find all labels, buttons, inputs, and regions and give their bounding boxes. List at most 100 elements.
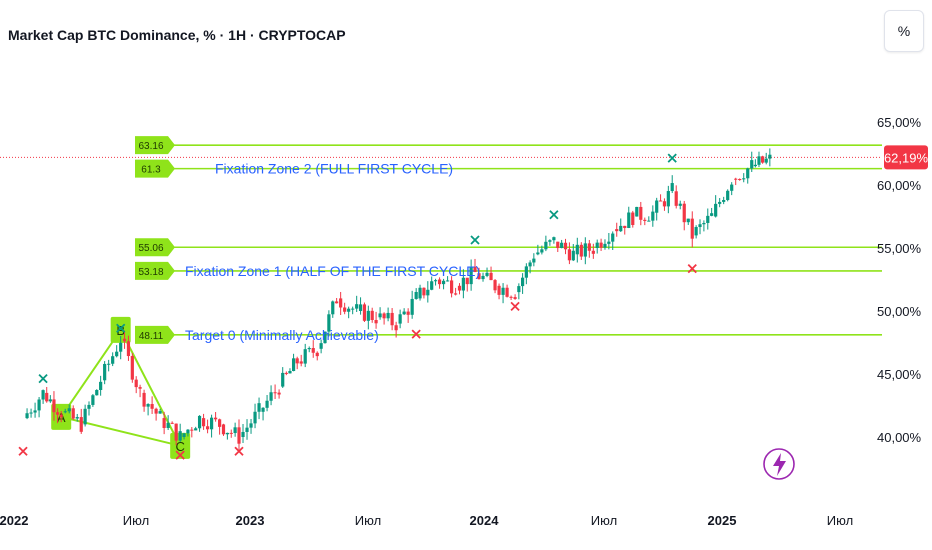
- candle-body: [358, 304, 363, 311]
- candle-body: [662, 201, 667, 207]
- candle-body: [339, 298, 343, 308]
- y-axis: 65,00% 60,00% 55,00% 50,00% 45,00% 40,00%: [877, 115, 922, 445]
- candle-body: [441, 280, 446, 285]
- candle-body: [670, 183, 674, 192]
- level-tag: [135, 238, 175, 257]
- candle-body: [410, 298, 414, 315]
- candle-body: [107, 363, 111, 365]
- candle-body: [686, 218, 690, 223]
- candle-body: [323, 331, 327, 344]
- x-tick-label: Июл: [827, 513, 853, 528]
- candle-body: [501, 287, 505, 295]
- candle-body: [509, 296, 513, 298]
- candle-body: [493, 280, 497, 291]
- y-tick-label: 60,00%: [877, 178, 922, 193]
- price-tag-group: 62,19%: [884, 145, 929, 170]
- level-tag: [135, 325, 175, 344]
- x-tick-label: 2024: [470, 513, 500, 528]
- candle-body: [59, 414, 63, 418]
- candle-body: [229, 432, 233, 434]
- candle-body: [29, 412, 33, 414]
- candle-body: [682, 203, 686, 223]
- level-tag-label: 48.11: [139, 331, 164, 342]
- annotation-text: Fixation Zone 1 (HALF OF THE FIRST CYCLE…: [185, 263, 480, 279]
- candle-body: [398, 314, 402, 324]
- candle-body: [746, 168, 750, 179]
- level-tag: [135, 261, 175, 280]
- candle-body: [481, 275, 485, 280]
- candle-body: [284, 372, 288, 374]
- high-marker: [470, 235, 480, 245]
- level-tag-label: 55.06: [138, 243, 163, 254]
- candle-body: [702, 222, 706, 225]
- candle-body: [639, 206, 643, 220]
- candle-body: [382, 313, 386, 319]
- candle-body: [87, 404, 91, 409]
- candle-body: [461, 277, 465, 291]
- candle-body: [319, 343, 323, 349]
- high-marker: [549, 210, 559, 220]
- candle-body: [327, 314, 331, 332]
- candle-body: [48, 399, 52, 402]
- candle-body: [497, 285, 501, 295]
- candle-body: [552, 237, 556, 241]
- candle-body: [402, 311, 406, 315]
- low-marker: [411, 329, 421, 339]
- candle-body: [343, 307, 347, 312]
- candle-body: [390, 312, 394, 326]
- candle-body: [67, 408, 71, 412]
- candle-body: [615, 229, 619, 232]
- candle-body: [524, 266, 528, 278]
- candle-body: [25, 413, 29, 419]
- low-marker: [510, 301, 520, 312]
- candle-body: [362, 304, 367, 321]
- candle-body: [134, 379, 138, 388]
- candle-body: [422, 287, 426, 296]
- candle-body: [55, 412, 60, 415]
- candle-body: [79, 417, 83, 432]
- y-tick-label: 55,00%: [877, 241, 922, 256]
- pivot-markers: [18, 153, 697, 460]
- candle-body: [331, 301, 335, 315]
- candle-body: [694, 227, 698, 236]
- level-tag: [135, 159, 175, 178]
- pattern-point-label: B: [116, 323, 125, 338]
- lightning-icon-group[interactable]: [763, 448, 795, 480]
- level-tag-label: 63.16: [138, 141, 163, 152]
- candle-body: [366, 310, 370, 321]
- candle-body: [651, 211, 655, 221]
- candle-body: [623, 225, 627, 229]
- candle-body: [182, 433, 186, 437]
- candle-body: [742, 178, 746, 180]
- annotation-text: Target 0 (Minimally Achievable): [185, 327, 379, 343]
- candle-body: [41, 390, 45, 400]
- pattern-point-label: C: [175, 439, 184, 454]
- candle-body: [269, 392, 273, 401]
- candle-body: [303, 349, 307, 364]
- candle-body: [146, 404, 150, 407]
- candles: [25, 148, 772, 450]
- candle-body: [122, 338, 127, 342]
- candle-body: [450, 280, 454, 294]
- candle-body: [556, 241, 560, 249]
- low-marker: [234, 446, 244, 456]
- candle-body: [277, 392, 281, 395]
- percent-scale-button[interactable]: %: [884, 10, 924, 52]
- candle-body: [706, 215, 710, 223]
- candle-body: [197, 415, 202, 429]
- candle-body: [631, 212, 635, 225]
- candle-body: [91, 395, 95, 405]
- y-tick-label: 40,00%: [877, 430, 922, 445]
- candle-body: [489, 272, 493, 281]
- candle-body: [591, 250, 595, 254]
- candle-body: [505, 287, 509, 297]
- candle-body: [111, 356, 115, 364]
- candle-body: [567, 249, 572, 261]
- candle-body: [485, 272, 489, 276]
- price-tag-label: 62,19%: [884, 150, 929, 165]
- candle-body: [162, 418, 166, 428]
- high-marker: [38, 373, 48, 384]
- candle-body: [750, 160, 754, 169]
- level-tag: [135, 136, 175, 155]
